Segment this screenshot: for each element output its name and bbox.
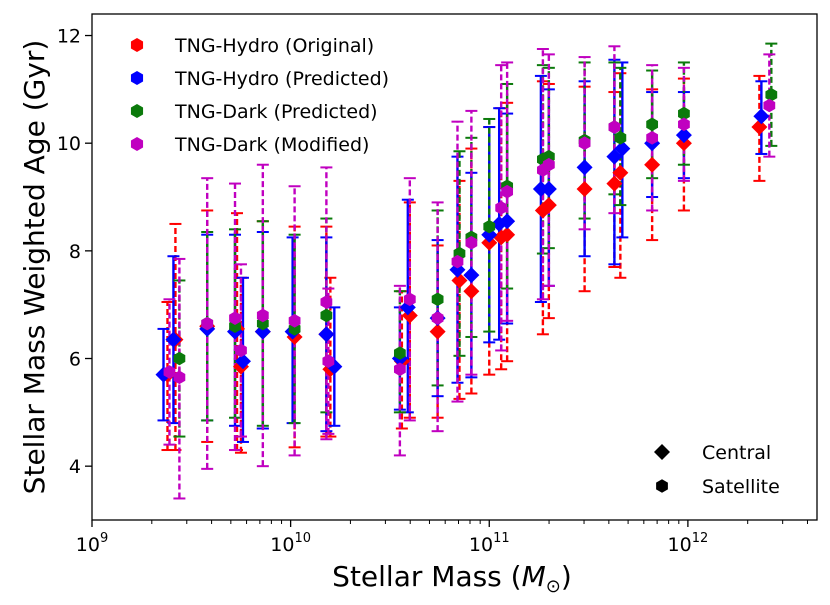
data-point [499, 226, 516, 243]
data-point [501, 184, 514, 199]
series-legend: TNG-Hydro (Original) TNG-Hydro (Predicted… [130, 35, 389, 156]
x-axis-title: Stellar Mass (M⊙) [332, 560, 572, 597]
data-point [614, 131, 627, 145]
x-tick-label: 1011 [469, 531, 510, 556]
data-point [403, 292, 416, 307]
y-tick-label: 10 [57, 133, 81, 155]
data-point [678, 117, 690, 132]
plot-frame [91, 13, 818, 521]
data-point [765, 87, 778, 102]
data-point [429, 323, 446, 340]
x-tick-label: 1012 [668, 531, 709, 556]
data-point [483, 219, 496, 234]
data-point [606, 175, 623, 192]
marker-legend-symbol [656, 479, 668, 493]
legend-marker [130, 71, 144, 85]
data-point [763, 98, 776, 113]
marker-legend: Central Satellite [654, 442, 780, 498]
data-point [431, 292, 444, 307]
y-axis-title: Stellar Mass Weighted Age (Gyr) [18, 40, 51, 495]
data-marks [155, 42, 778, 500]
data-point [234, 353, 251, 370]
data-point [163, 365, 176, 379]
data-point [173, 370, 186, 385]
data-point [614, 140, 631, 157]
y-tick-label: 12 [57, 26, 81, 48]
data-point [320, 308, 333, 323]
y-tick-label: 6 [69, 349, 81, 371]
legend-marker [130, 104, 144, 118]
data-point [578, 136, 591, 150]
x-tick-label: 1010 [270, 531, 311, 556]
data-point [173, 351, 186, 366]
data-point [542, 157, 555, 172]
data-point [608, 120, 621, 134]
data-point [322, 354, 335, 368]
data-point [540, 180, 557, 197]
data-point [495, 200, 508, 215]
data-point [675, 127, 692, 144]
marker-legend-symbol [654, 444, 670, 460]
data-point [165, 331, 182, 348]
marker-legend-label: Central [702, 442, 771, 464]
x-tick-label: 109 [76, 531, 108, 556]
data-point [229, 311, 241, 325]
legend-label: TNG-Hydro (Predicted) [174, 68, 389, 90]
data-point [201, 316, 214, 331]
data-point [463, 283, 480, 300]
data-point [451, 254, 464, 269]
data-point [451, 272, 468, 289]
data-point [646, 117, 659, 132]
legend-label: TNG-Hydro (Original) [174, 35, 374, 57]
data-point [606, 148, 623, 165]
marker-legend-label: Satellite [702, 476, 780, 498]
data-point [753, 108, 770, 125]
data-point [256, 308, 269, 323]
data-point [751, 119, 768, 136]
data-point [288, 314, 301, 328]
y-tick-label: 4 [69, 456, 81, 478]
data-point [576, 159, 593, 176]
data-point [320, 295, 333, 309]
data-point [499, 213, 516, 230]
data-point [463, 267, 480, 284]
data-point [318, 326, 335, 343]
series-markers-3 [163, 98, 776, 385]
data-point [393, 362, 406, 377]
data-point [393, 346, 406, 360]
legend-marker [130, 38, 144, 52]
data-point [576, 180, 593, 197]
data-point [431, 311, 444, 325]
data-point [675, 135, 692, 152]
data-point [678, 106, 690, 121]
legend-label: TNG-Dark (Predicted) [174, 101, 378, 123]
data-point [612, 164, 629, 181]
y-tick-label: 8 [69, 241, 81, 263]
legend-marker [130, 137, 144, 151]
data-point [644, 156, 661, 173]
data-point [481, 234, 498, 251]
data-point [646, 131, 659, 145]
data-point [465, 235, 478, 250]
data-point [235, 343, 247, 358]
legend-label: TNG-Dark (Modified) [174, 134, 369, 156]
data-point [540, 197, 557, 214]
